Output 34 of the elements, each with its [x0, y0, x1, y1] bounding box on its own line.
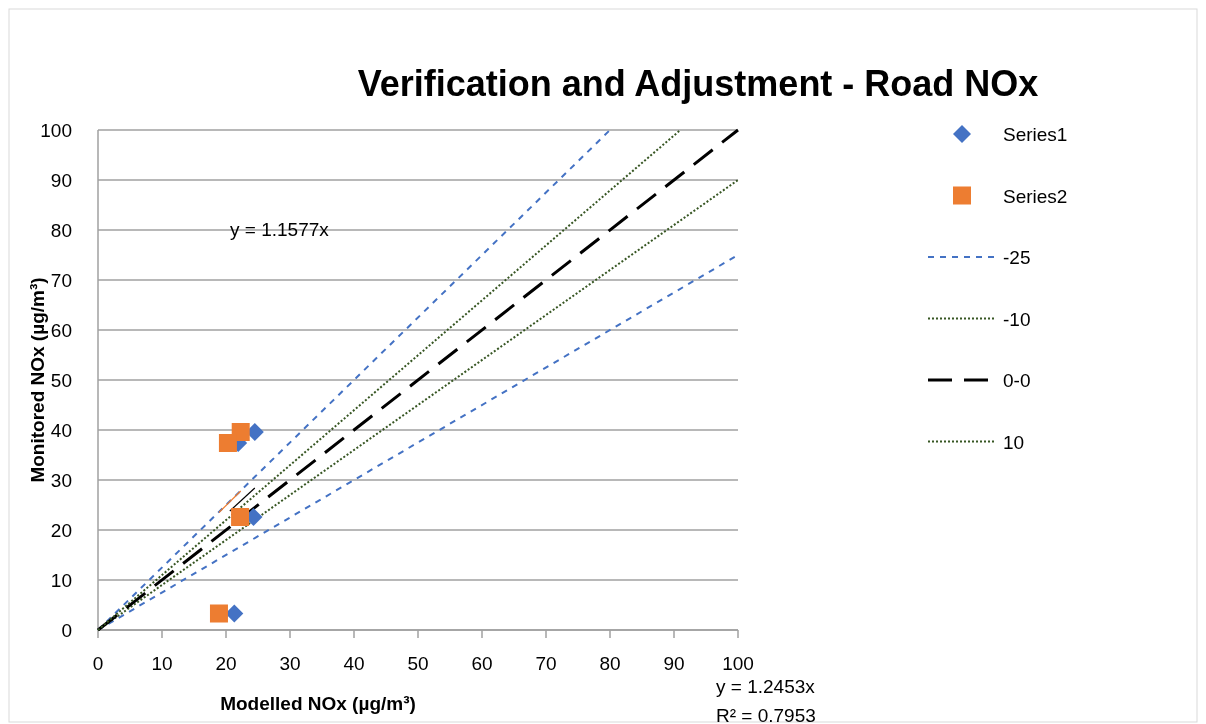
y-axis-title: Monitored NOx (µg/m³)	[27, 277, 48, 483]
x-tick-label: 10	[151, 653, 173, 674]
legend-label: -10	[1003, 308, 1031, 330]
y-tick-label: 50	[50, 370, 72, 391]
text: y = 1.2453x	[716, 676, 816, 697]
y-tick-label: 100	[40, 120, 72, 141]
x-tick-label: 100	[722, 653, 754, 674]
legend-label: 10	[1003, 431, 1025, 453]
x-axis-title: Modelled NOx (µg/m³)	[220, 693, 416, 714]
legend-label: -25	[1003, 247, 1031, 268]
x-tick-label: 30	[279, 653, 301, 674]
y-tick-label: 40	[50, 420, 72, 441]
x-tick-label: 80	[599, 653, 621, 674]
x-tick-label: 20	[215, 653, 237, 674]
x-tick-label: 40	[343, 653, 365, 674]
legend-label: Series1	[1003, 124, 1068, 145]
annotation: y = 1.1577x	[230, 219, 330, 240]
chart-title: Verification and Adjustment - Road NOx	[357, 63, 1039, 104]
x-tick-label: 60	[471, 653, 493, 674]
x-tick-label: 90	[663, 653, 685, 674]
x-tick-label: 50	[407, 653, 429, 674]
y-tick-label: 90	[50, 170, 72, 191]
x-tick-label: 70	[535, 653, 557, 674]
y-tick-label: 20	[50, 520, 72, 541]
legend-label: 0-0	[1003, 370, 1031, 391]
y-tick-label: 70	[50, 270, 72, 291]
legend-label: Series2	[1003, 185, 1068, 207]
y-tick-label: 60	[50, 320, 72, 341]
y-tick-label: 0	[61, 620, 72, 641]
y-tick-label: 80	[50, 220, 72, 241]
y-tick-label: 30	[50, 470, 72, 491]
text: R² = 0.7953	[716, 705, 816, 724]
x-tick-label: 0	[92, 653, 104, 674]
y-tick-label: 10	[50, 570, 72, 591]
